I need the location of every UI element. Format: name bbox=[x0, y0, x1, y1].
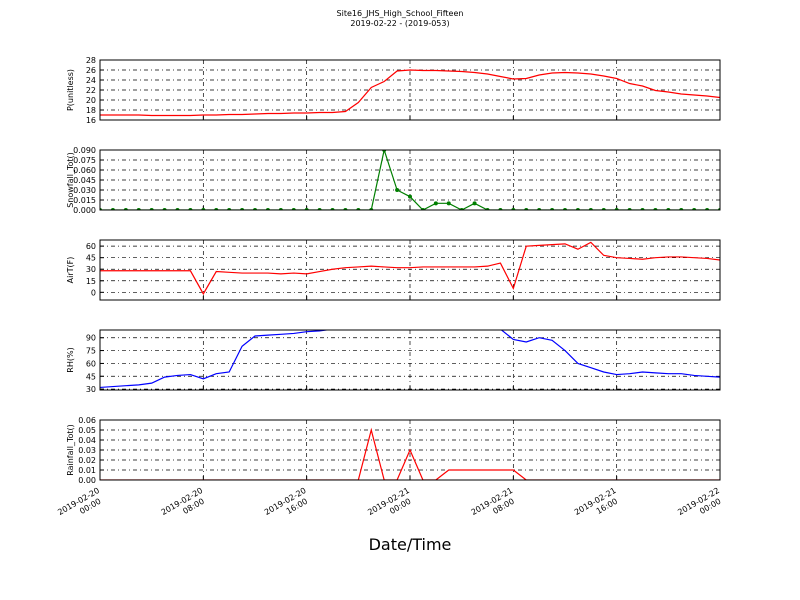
y-tick-label: 26 bbox=[86, 66, 96, 75]
y-tick-label: 16 bbox=[86, 116, 96, 125]
data-point bbox=[433, 201, 438, 206]
y-tick-label: 0.030 bbox=[73, 186, 96, 195]
plot-frame bbox=[99, 239, 721, 301]
plot-area bbox=[100, 69, 720, 117]
plot-area bbox=[100, 330, 720, 389]
y-axis-label: Rainfall_Tot() bbox=[66, 424, 75, 476]
y-tick-label: 0.02 bbox=[78, 456, 96, 465]
y-tick-label: 24 bbox=[86, 76, 96, 85]
x-tick-label: 2019-02-2200:00 bbox=[676, 486, 726, 526]
y-axis-label: AirT(F) bbox=[66, 257, 75, 284]
y-tick-label: 15 bbox=[86, 277, 96, 286]
y-tick-label: 0.06 bbox=[78, 416, 96, 425]
data-point bbox=[395, 188, 400, 192]
data-line bbox=[100, 427, 720, 480]
data-line bbox=[100, 69, 720, 117]
data-point bbox=[472, 201, 477, 206]
y-tick-label: 0.000 bbox=[73, 206, 96, 215]
y-axis-label: Snowfall_Tot() bbox=[66, 152, 75, 208]
y-tick-label: 60 bbox=[86, 359, 96, 368]
data-point bbox=[446, 201, 451, 206]
x-tick-label: 2019-02-2016:00 bbox=[263, 486, 313, 526]
y-tick-label: 0.015 bbox=[73, 196, 96, 205]
x-axis-label: Date/Time bbox=[369, 535, 452, 554]
plot-frame bbox=[99, 329, 721, 391]
y-tick-label: 0 bbox=[91, 288, 96, 297]
y-tick-label: 0.090 bbox=[73, 146, 96, 155]
title: Site16_JHS_High_School_Fifteen bbox=[337, 9, 464, 18]
plot-frame bbox=[99, 149, 721, 211]
y-tick-label: 0.00 bbox=[78, 476, 96, 485]
y-tick-label: 0.05 bbox=[78, 426, 96, 435]
x-tick-label: 2019-02-2108:00 bbox=[470, 486, 520, 526]
y-tick-label: 0.060 bbox=[73, 166, 96, 175]
y-tick-label: 0.03 bbox=[78, 446, 96, 455]
y-tick-label: 22 bbox=[86, 86, 96, 95]
y-tick-label: 60 bbox=[86, 242, 96, 251]
y-tick-label: 0.075 bbox=[73, 156, 96, 165]
y-tick-label: 45 bbox=[86, 372, 96, 381]
x-tick-label: 2019-02-2100:00 bbox=[366, 486, 416, 526]
subtitle: 2019-02-22 - (2019-053) bbox=[350, 19, 449, 28]
plot-area bbox=[100, 427, 720, 480]
y-tick-label: 90 bbox=[86, 334, 96, 343]
plot-area bbox=[100, 241, 720, 296]
y-tick-label: 30 bbox=[86, 265, 96, 274]
y-tick-label: 28 bbox=[86, 56, 96, 65]
data-line bbox=[100, 241, 720, 296]
data-point bbox=[408, 194, 412, 199]
y-tick-label: 0.045 bbox=[73, 176, 96, 185]
x-tick-label: 2019-02-2000:00 bbox=[56, 486, 106, 526]
plot-frame bbox=[99, 59, 721, 121]
y-axis-label: P(unitless) bbox=[66, 69, 75, 111]
y-tick-label: 0.01 bbox=[78, 466, 96, 475]
data-line bbox=[100, 330, 720, 389]
plot-frame bbox=[99, 419, 721, 481]
y-tick-label: 0.04 bbox=[78, 436, 96, 445]
y-tick-label: 45 bbox=[86, 254, 96, 263]
x-tick-label: 2019-02-2008:00 bbox=[160, 486, 210, 526]
y-tick-label: 20 bbox=[86, 96, 96, 105]
y-tick-label: 18 bbox=[86, 106, 96, 115]
x-tick-label: 2019-02-2116:00 bbox=[573, 486, 623, 526]
y-axis-label: RH(%) bbox=[66, 347, 75, 372]
y-tick-label: 75 bbox=[86, 347, 96, 356]
y-tick-label: 30 bbox=[86, 385, 96, 394]
